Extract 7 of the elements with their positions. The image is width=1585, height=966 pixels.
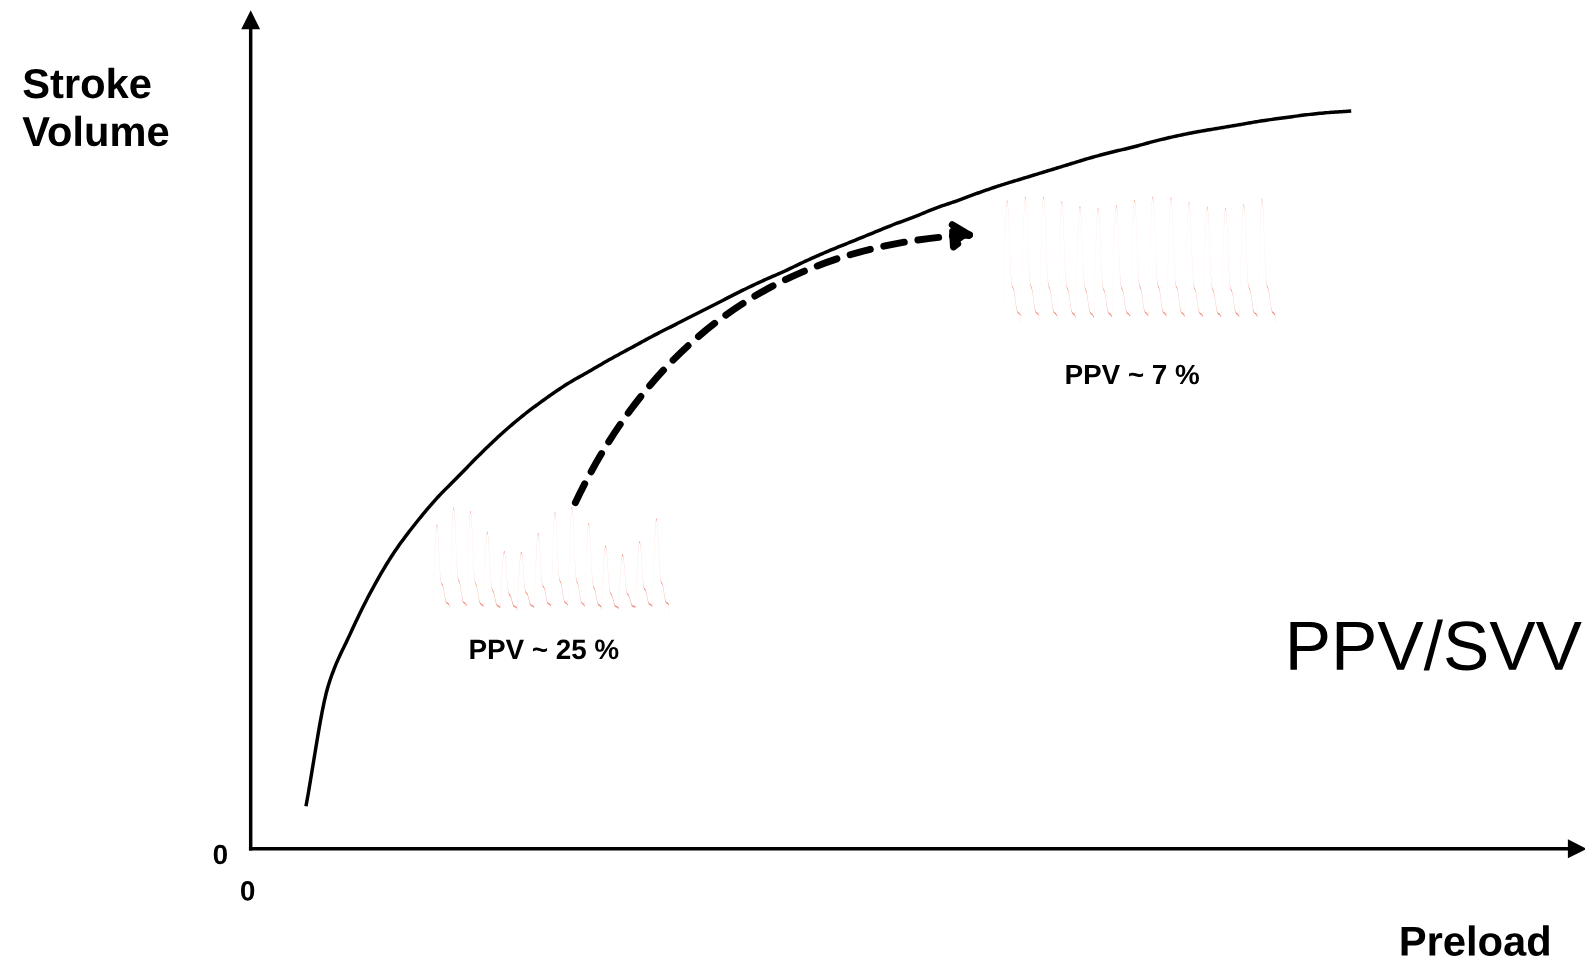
annotation: PPV ~ 25 % — [470, 639, 619, 660]
annotation: PPV ~ 7 % — [1066, 364, 1199, 385]
x-axis-title: Preload — [1401, 925, 1549, 956]
y-axis-title: Stroke Volume — [22, 67, 169, 147]
text: 0 — [241, 881, 255, 901]
text: 0 — [213, 844, 227, 865]
annotation: PPV/SVV — [1290, 619, 1582, 671]
